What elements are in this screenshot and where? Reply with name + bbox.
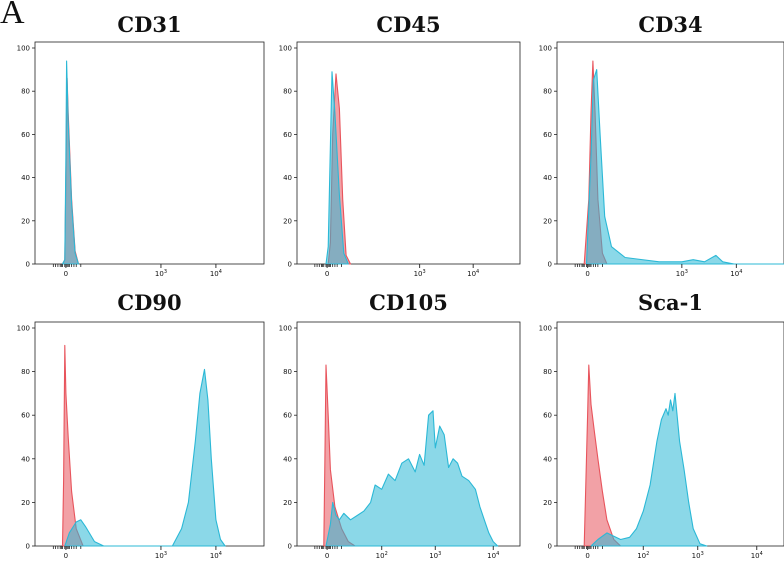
ytick-label: 60 <box>283 412 292 420</box>
chart-title: CD45 <box>376 12 441 37</box>
chart-title: Sca-1 <box>638 290 703 315</box>
ytick-label: 20 <box>283 217 292 225</box>
ytick-label: 40 <box>543 455 552 463</box>
xtick-label: 104 <box>467 269 479 278</box>
xtick-label: 102 <box>376 551 388 560</box>
ytick-label: 20 <box>21 217 30 225</box>
xtick-label: 102 <box>637 551 649 560</box>
ytick-label: 20 <box>543 217 552 225</box>
ytick-label: 40 <box>283 174 292 182</box>
ytick-label: 80 <box>283 88 292 96</box>
ytick-label: 0 <box>26 261 30 269</box>
xtick-label: 104 <box>730 269 742 278</box>
xtick-label: 103 <box>429 551 441 560</box>
xtick-label: 103 <box>692 551 704 560</box>
marker-histogram <box>61 60 80 265</box>
xtick-label: 103 <box>414 269 426 278</box>
xtick-label: 0 <box>585 270 589 278</box>
ytick-label: 100 <box>279 45 292 53</box>
ytick-label: 80 <box>543 368 552 376</box>
ytick-label: 60 <box>21 412 30 420</box>
xtick-label: 0 <box>325 552 329 560</box>
ytick-label: 100 <box>17 45 30 53</box>
xtick-label: 0 <box>585 552 589 560</box>
xtick-label: 103 <box>155 551 167 560</box>
xtick-label: 104 <box>487 551 499 560</box>
chart-title: CD105 <box>369 290 448 315</box>
marker-histogram <box>325 71 349 265</box>
chart-title: CD90 <box>117 290 182 315</box>
marker-histogram <box>325 410 499 547</box>
ytick-label: 40 <box>543 174 552 182</box>
xtick-label: 0 <box>64 552 68 560</box>
panel-label: A <box>0 0 25 31</box>
plot-frame <box>34 41 265 265</box>
marker-histogram <box>585 69 784 265</box>
ytick-label: 20 <box>543 499 552 507</box>
ytick-label: 40 <box>21 174 30 182</box>
ytick-label: 0 <box>288 543 292 551</box>
ytick-label: 0 <box>26 543 30 551</box>
ytick-label: 100 <box>539 45 552 53</box>
ytick-label: 0 <box>548 261 552 269</box>
ytick-label: 100 <box>17 325 30 333</box>
xtick-label: 104 <box>210 269 222 278</box>
ytick-label: 80 <box>21 88 30 96</box>
ytick-label: 100 <box>279 325 292 333</box>
plot-frame <box>296 41 521 265</box>
ytick-label: 100 <box>539 325 552 333</box>
ytick-label: 40 <box>283 455 292 463</box>
xtick-label: 0 <box>64 270 68 278</box>
ytick-label: 0 <box>548 543 552 551</box>
marker-histogram <box>590 392 708 547</box>
isotype-control-histogram <box>583 364 622 547</box>
ytick-label: 40 <box>21 455 30 463</box>
xtick-label: 0 <box>325 270 329 278</box>
chart-title: CD31 <box>117 12 182 37</box>
xtick-label: 103 <box>676 269 688 278</box>
ytick-label: 80 <box>21 368 30 376</box>
xtick-label: 104 <box>751 551 763 560</box>
chart-title: CD34 <box>638 12 703 37</box>
xtick-label: 104 <box>210 551 222 560</box>
ytick-label: 0 <box>288 261 292 269</box>
ytick-label: 80 <box>283 368 292 376</box>
ytick-label: 60 <box>21 131 30 139</box>
ytick-label: 60 <box>543 131 552 139</box>
marker-histogram <box>64 368 226 547</box>
ytick-label: 60 <box>543 412 552 420</box>
ytick-label: 60 <box>283 131 292 139</box>
xtick-label: 103 <box>155 269 167 278</box>
ytick-label: 80 <box>543 88 552 96</box>
ytick-label: 20 <box>283 499 292 507</box>
ytick-label: 20 <box>21 499 30 507</box>
